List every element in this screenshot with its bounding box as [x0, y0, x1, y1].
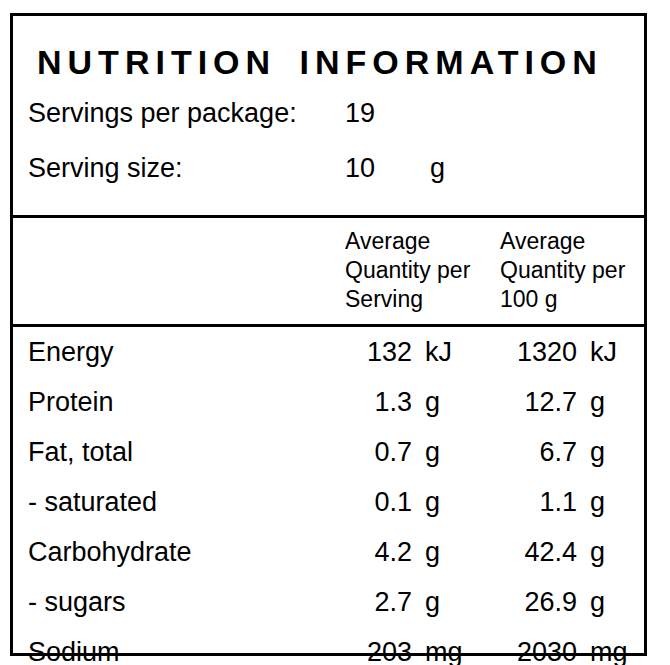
- per-serving-header-line2: Quantity per: [345, 256, 490, 285]
- nutrient-row: Energy132kJ1320kJ: [28, 327, 636, 377]
- per-100g-unit: mg: [577, 637, 636, 665]
- per-serving-unit: g: [412, 387, 490, 418]
- serving-size-label: Serving size:: [28, 142, 345, 194]
- per-100g-value: 42.4: [490, 537, 577, 568]
- serving-size-unit: g: [430, 142, 636, 194]
- per-100g-unit: g: [577, 537, 636, 568]
- panel-top-section: NUTRITION INFORMATION Servings per packa…: [13, 40, 644, 218]
- nutrient-label: Sodium: [28, 637, 320, 665]
- per-100g-unit: g: [577, 587, 636, 618]
- per-serving-value: 1.3: [320, 387, 412, 418]
- servings-per-package-label: Servings per package:: [28, 84, 345, 142]
- per-serving-header-line1: Average: [345, 227, 490, 256]
- per-serving-header-line3: Serving: [345, 285, 490, 314]
- per-serving-value: 203: [320, 637, 412, 665]
- column-header-row: Average Quantity per Serving Average Qua…: [13, 218, 644, 327]
- nutrient-table: Energy132kJ1320kJProtein1.3g12.7gFat, to…: [13, 327, 644, 665]
- nutrient-label: Protein: [28, 387, 320, 418]
- per-serving-value: 132: [320, 337, 412, 368]
- per-100g-value: 1.1: [490, 487, 577, 518]
- per-100g-unit: g: [577, 487, 636, 518]
- nutrient-label: Fat, total: [28, 437, 320, 468]
- per-serving-unit: g: [412, 537, 490, 568]
- per-100g-value: 2030: [490, 637, 577, 665]
- per-serving-unit: g: [412, 487, 490, 518]
- per-100g-value: 6.7: [490, 437, 577, 468]
- nutrient-label: Energy: [28, 337, 320, 368]
- per-serving-unit: kJ: [412, 337, 490, 368]
- per-serving-value: 0.1: [320, 487, 412, 518]
- nutrient-row: - saturated0.1g1.1g: [28, 477, 636, 527]
- per-serving-value: 0.7: [320, 437, 412, 468]
- per-100g-value: 26.9: [490, 587, 577, 618]
- nutrient-row: - sugars2.7g26.9g: [28, 577, 636, 627]
- per-100g-unit: g: [577, 387, 636, 418]
- per-100g-unit: kJ: [577, 337, 636, 368]
- servings-per-package-spacer: [430, 84, 636, 142]
- per-100g-header-line2: Quantity per: [500, 256, 636, 285]
- per-100g-unit: g: [577, 437, 636, 468]
- per-serving-value: 4.2: [320, 537, 412, 568]
- nutrient-label: - sugars: [28, 587, 320, 618]
- column-header-per-100g: Average Quantity per 100 g: [490, 227, 636, 324]
- nutrient-row: Carbohydrate4.2g42.4g: [28, 527, 636, 577]
- nutrient-label: Carbohydrate: [28, 537, 320, 568]
- nutrition-panel: NUTRITION INFORMATION Servings per packa…: [10, 13, 647, 656]
- per-serving-unit: g: [412, 437, 490, 468]
- per-serving-unit: g: [412, 587, 490, 618]
- per-100g-value: 12.7: [490, 387, 577, 418]
- per-serving-unit: mg: [412, 637, 490, 665]
- column-header-per-serving: Average Quantity per Serving: [320, 227, 490, 324]
- nutrient-row: Fat, total0.7g6.7g: [28, 427, 636, 477]
- column-header-spacer: [28, 227, 320, 324]
- servings-per-package-value: 19: [345, 84, 430, 142]
- per-100g-header-line3: 100 g: [500, 285, 636, 314]
- serving-size-value: 10: [345, 142, 430, 194]
- per-100g-value: 1320: [490, 337, 577, 368]
- servings-per-package-row: Servings per package: 19: [28, 84, 636, 142]
- per-100g-header-line1: Average: [500, 227, 636, 256]
- serving-size-row: Serving size: 10 g: [28, 142, 636, 194]
- nutrient-row: Protein1.3g12.7g: [28, 377, 636, 427]
- nutrient-label: - saturated: [28, 487, 320, 518]
- panel-title: NUTRITION INFORMATION: [28, 40, 636, 84]
- per-serving-value: 2.7: [320, 587, 412, 618]
- nutrient-row: Sodium203mg2030mg: [28, 627, 636, 665]
